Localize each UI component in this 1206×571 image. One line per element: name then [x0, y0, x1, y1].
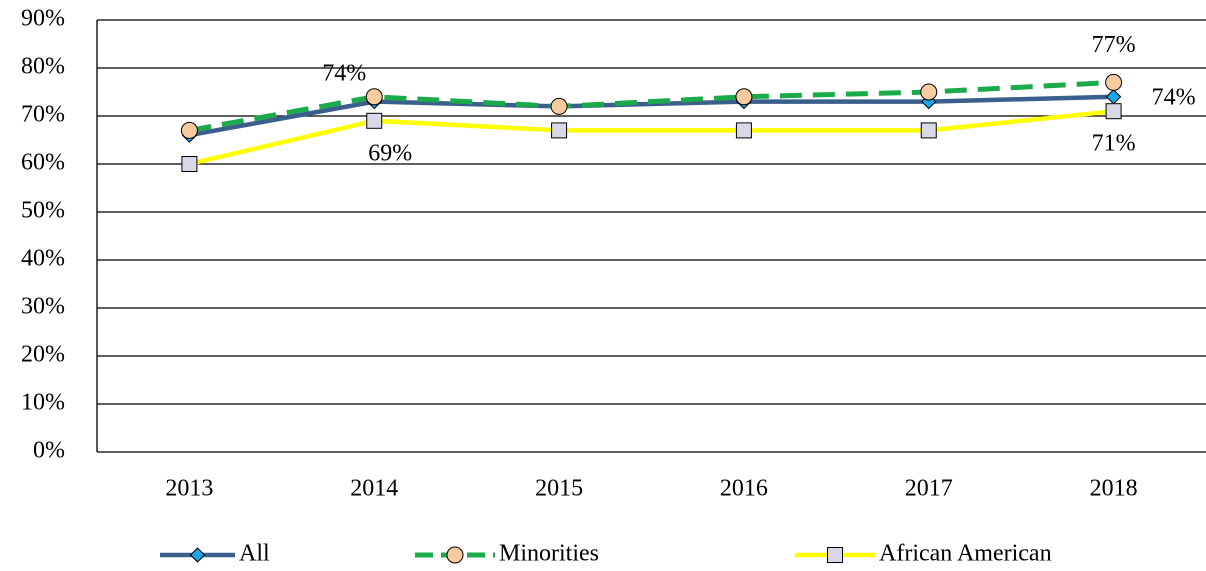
marker [920, 122, 937, 139]
y-tick-label: 90% [21, 6, 65, 32]
y-tick-label: 20% [21, 342, 65, 368]
marker [827, 547, 843, 563]
legend-item: African American [795, 541, 1052, 567]
x-tick-label: 2013 [165, 476, 213, 502]
marker [1105, 103, 1122, 120]
y-tick-label: 70% [21, 102, 65, 128]
legend-label: All [239, 541, 270, 567]
legend-label: African American [879, 541, 1052, 567]
y-tick-label: 50% [21, 198, 65, 224]
x-tick-label: 2018 [1090, 476, 1138, 502]
data-label: 74% [322, 60, 366, 86]
y-tick-label: 30% [21, 294, 65, 320]
marker [551, 122, 568, 139]
y-tick-label: 10% [21, 390, 65, 416]
legend-item: Minorities [415, 541, 599, 567]
x-tick-label: 2015 [535, 476, 583, 502]
y-tick-label: 40% [21, 246, 65, 272]
marker [920, 83, 938, 101]
y-tick-label: 0% [33, 438, 65, 464]
marker [1105, 73, 1123, 91]
series-line [188, 108, 1114, 167]
marker [366, 112, 383, 129]
marker [365, 88, 383, 106]
y-tick-label: 80% [21, 54, 65, 80]
marker [1105, 89, 1122, 105]
x-tick-label: 2014 [350, 476, 398, 502]
marker [189, 547, 206, 563]
y-tick-label: 60% [21, 150, 65, 176]
marker [181, 156, 198, 172]
marker [550, 97, 568, 115]
marker [735, 88, 753, 106]
data-label: 69% [368, 140, 412, 166]
data-label: 71% [1092, 131, 1136, 157]
x-tick-label: 2016 [720, 476, 768, 502]
marker [446, 546, 464, 564]
x-tick-label: 2017 [905, 476, 953, 502]
data-label: 74% [1152, 84, 1196, 110]
marker [735, 122, 752, 139]
legend-label: Minorities [499, 541, 599, 567]
marker [180, 121, 198, 139]
legend-item: All [160, 541, 270, 567]
data-label: 77% [1092, 32, 1136, 58]
series-line [188, 79, 1114, 133]
